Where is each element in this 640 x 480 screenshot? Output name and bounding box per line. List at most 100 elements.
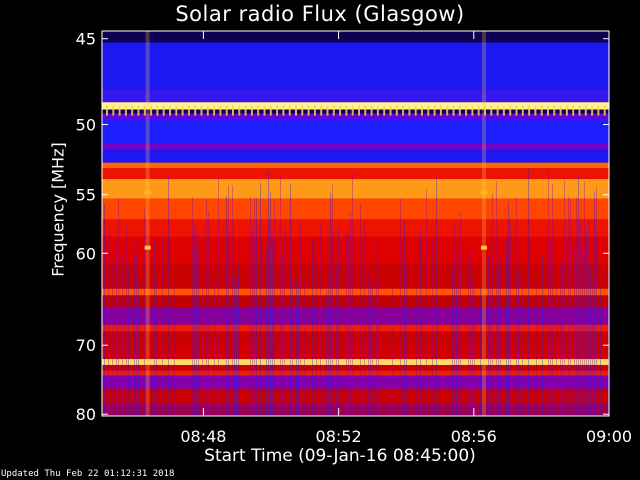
y-axis-ticks: 45 50 55 60 70 80 <box>76 30 609 424</box>
time-streak <box>352 171 353 416</box>
time-streak <box>174 282 175 416</box>
time-streak <box>254 197 255 416</box>
time-streak <box>570 199 571 416</box>
time-streak <box>214 276 215 416</box>
time-streak <box>454 222 455 416</box>
time-streak <box>196 246 197 416</box>
periodic-dot <box>565 105 568 116</box>
time-streak <box>406 264 407 416</box>
time-streak <box>522 276 523 416</box>
time-streak <box>350 213 351 416</box>
periodic-dot <box>402 105 405 116</box>
time-streak <box>500 256 501 416</box>
time-streak <box>268 170 269 416</box>
time-streak <box>126 226 127 416</box>
time-streak <box>536 279 537 416</box>
bright-column <box>481 31 486 416</box>
periodic-dot <box>150 105 153 116</box>
frequency-band <box>102 219 609 237</box>
time-streak <box>272 238 273 416</box>
periodic-dot <box>269 105 272 116</box>
time-streak <box>542 254 543 416</box>
time-streak <box>330 192 331 416</box>
y-tick-label: 45 <box>76 30 96 49</box>
frequency-band <box>102 359 609 365</box>
periodic-dot <box>515 105 518 116</box>
bright-column-spot <box>144 189 151 195</box>
frequency-band <box>102 288 609 296</box>
time-streak <box>346 232 347 416</box>
periodic-dot <box>490 105 493 116</box>
time-streak <box>552 184 553 416</box>
periodic-dot <box>162 105 165 116</box>
periodic-dot <box>465 105 468 116</box>
time-streak <box>326 291 327 416</box>
periodic-dot <box>263 105 266 116</box>
time-streak <box>304 277 305 416</box>
time-streak <box>508 201 509 416</box>
time-streak <box>128 268 129 416</box>
time-streak <box>266 247 267 416</box>
periodic-dot <box>484 105 486 116</box>
bright-column-spot <box>480 189 487 195</box>
frequency-band <box>102 149 609 163</box>
time-streak <box>426 189 427 416</box>
periodic-dot <box>591 105 594 116</box>
frequency-band <box>102 198 609 220</box>
time-streak <box>498 267 499 416</box>
time-streak <box>364 221 365 416</box>
periodic-dot <box>414 105 417 116</box>
time-streak <box>560 264 561 416</box>
periodic-dot <box>534 105 537 116</box>
periodic-dot <box>219 105 222 116</box>
periodic-dot <box>106 105 108 116</box>
time-streak <box>568 196 569 416</box>
chart-title: Solar radio Flux (Glasgow) <box>175 2 465 26</box>
time-streak <box>312 237 313 416</box>
time-streak <box>116 247 117 416</box>
time-streak <box>556 286 557 416</box>
time-streak <box>320 220 321 416</box>
time-streak <box>332 185 333 416</box>
updated-timestamp: Updated Thu Feb 22 01:12:31 2018 <box>1 469 175 479</box>
time-streak <box>256 197 257 416</box>
time-streak <box>238 262 239 416</box>
frequency-band <box>102 31 609 43</box>
frequency-band <box>102 162 609 169</box>
periodic-dot <box>370 105 373 116</box>
time-streak <box>574 246 575 416</box>
periodic-dot <box>181 105 184 116</box>
periodic-dot <box>433 105 436 116</box>
time-streak <box>282 255 283 416</box>
time-streaks <box>104 105 609 416</box>
periodic-dot <box>559 105 562 116</box>
periodic-dot <box>358 105 360 116</box>
periodic-dot <box>282 105 285 116</box>
time-streak <box>376 242 377 416</box>
frequency-band <box>102 42 609 91</box>
frequency-band <box>102 119 609 145</box>
time-streak <box>400 198 401 416</box>
time-streak <box>518 270 519 416</box>
time-streak <box>122 254 123 416</box>
time-streak <box>208 211 209 416</box>
periodic-dot <box>496 105 499 116</box>
periodic-dot <box>156 105 159 116</box>
y-tick-label: 60 <box>76 244 96 263</box>
periodic-dot <box>408 105 411 116</box>
periodic-dot <box>383 105 386 116</box>
time-streak <box>368 270 369 416</box>
frequency-band <box>102 331 609 346</box>
time-streak <box>252 228 253 416</box>
time-streak <box>564 180 565 416</box>
time-streak <box>416 288 417 416</box>
time-streak <box>194 224 195 416</box>
periodic-dot <box>137 105 140 116</box>
time-streak <box>144 209 145 416</box>
periodic-dot <box>169 105 171 116</box>
time-streak <box>260 182 261 416</box>
time-streak <box>548 170 549 416</box>
time-streak <box>372 287 373 416</box>
time-streak <box>456 287 457 416</box>
time-streak <box>300 220 301 416</box>
